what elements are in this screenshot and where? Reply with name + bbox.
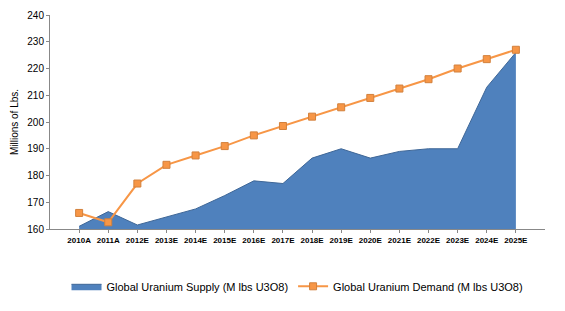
svg-text:2017E: 2017E	[271, 236, 295, 245]
svg-text:2010A: 2010A	[67, 236, 91, 245]
svg-text:2011A: 2011A	[97, 236, 120, 245]
svg-text:160: 160	[27, 224, 44, 235]
svg-text:180: 180	[27, 170, 44, 181]
svg-text:2014E: 2014E	[184, 236, 208, 245]
svg-text:2024E: 2024E	[475, 236, 499, 245]
svg-text:240: 240	[27, 10, 44, 21]
svg-text:Global Uranium Supply (M lbs U: Global Uranium Supply (M lbs U3O8)	[107, 281, 289, 293]
svg-text:Global Uranium Demand (M lbs U: Global Uranium Demand (M lbs U3O8)	[333, 281, 523, 293]
svg-text:2020E: 2020E	[359, 236, 383, 245]
svg-text:170: 170	[27, 197, 44, 208]
svg-text:2016E: 2016E	[242, 236, 266, 245]
svg-text:2015E: 2015E	[213, 236, 237, 245]
svg-text:220: 220	[27, 63, 44, 74]
svg-text:2021E: 2021E	[388, 236, 412, 245]
svg-text:2025E: 2025E	[504, 236, 528, 245]
svg-text:200: 200	[27, 117, 44, 128]
svg-text:2018E: 2018E	[300, 236, 324, 245]
svg-text:2012E: 2012E	[126, 236, 150, 245]
svg-text:2023E: 2023E	[446, 236, 470, 245]
svg-text:Millions of Lbs.: Millions of Lbs.	[9, 89, 20, 155]
svg-text:2022E: 2022E	[417, 236, 441, 245]
svg-text:230: 230	[27, 36, 44, 47]
svg-text:2019E: 2019E	[330, 236, 354, 245]
svg-text:2013E: 2013E	[155, 236, 179, 245]
svg-text:190: 190	[27, 143, 44, 154]
svg-text:210: 210	[27, 90, 44, 101]
